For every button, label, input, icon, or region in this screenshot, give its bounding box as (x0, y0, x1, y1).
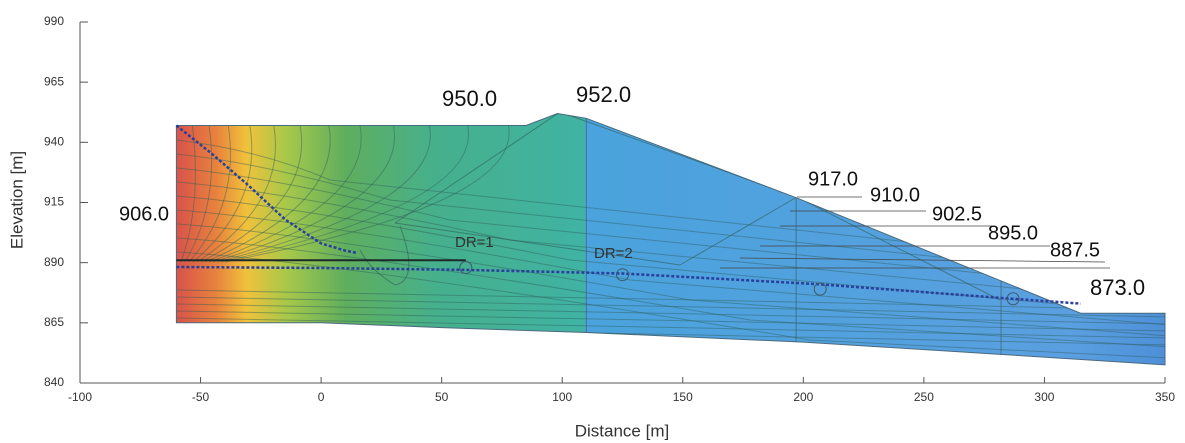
equipotential (208, 116, 362, 263)
y-axis-title: Elevation [m] (7, 151, 26, 249)
flow-line (176, 237, 1165, 348)
drain (459, 260, 473, 274)
annotation: 902.5 (932, 203, 982, 225)
y-tick-label: 840 (44, 375, 64, 389)
flow-line (176, 296, 1165, 318)
equipotential (220, 116, 470, 263)
annotation: DR=1 (455, 234, 494, 251)
annotation: 910.0 (870, 184, 920, 206)
x-tick-label: 100 (552, 390, 572, 404)
drain (616, 268, 629, 282)
annotation: 895.0 (988, 222, 1038, 244)
y-tick-label: 890 (44, 255, 64, 269)
y-tick-label: 865 (44, 315, 64, 329)
flow-line (176, 310, 1165, 332)
x-tick-label: -50 (192, 390, 210, 404)
annotation: 952.0 (576, 82, 631, 107)
equipotential (196, 116, 276, 263)
y-tick-label: 940 (44, 135, 64, 149)
flow-line (176, 195, 1165, 315)
phreatic-line (175, 124, 358, 255)
equipotential (188, 116, 231, 263)
x-tick-label: 0 (318, 390, 325, 404)
x-axis-title: Distance [m] (575, 421, 669, 440)
annotation: 887.5 (1050, 239, 1100, 261)
flow-line (176, 303, 1165, 325)
dam-body (175, 112, 1166, 366)
equipotential (184, 116, 213, 263)
flow-line (176, 317, 1165, 339)
flow-line (176, 153, 1165, 282)
x-tick-label: 50 (435, 390, 449, 404)
annotation: 873.0 (1090, 275, 1145, 300)
x-tick-label: -100 (68, 390, 92, 404)
flow-line (176, 223, 1165, 337)
annotation: 917.0 (808, 168, 858, 190)
phreatic-line (176, 265, 1081, 305)
annotation: 906.0 (119, 203, 169, 225)
y-tick-label: 965 (44, 74, 64, 88)
x-tick-label: 250 (914, 390, 934, 404)
annotation: DR=2 (594, 245, 633, 262)
x-tick-label: 300 (1034, 390, 1054, 404)
flow-line (176, 167, 1165, 293)
flow-line (176, 289, 1165, 311)
equipotential (180, 116, 196, 263)
equipotential (200, 116, 303, 263)
flow-line (176, 181, 1165, 304)
x-tick-label: 150 (673, 390, 693, 404)
x-tick-label: 350 (1155, 390, 1175, 404)
drain (1006, 292, 1020, 306)
filter-lines (359, 113, 1001, 301)
equipotential (192, 116, 253, 263)
equipotential (216, 116, 431, 263)
equipotential (212, 116, 396, 263)
flow-line (176, 209, 1165, 326)
y-tick-label: 915 (44, 195, 64, 209)
x-tick-label: 200 (793, 390, 813, 404)
drain (813, 282, 827, 296)
flow-line (176, 251, 1165, 359)
leader-line (739, 257, 1106, 263)
equipotential (204, 116, 331, 263)
y-tick-label: 990 (44, 14, 64, 28)
equipotential (224, 116, 510, 263)
annotation: 950.0 (442, 86, 497, 111)
